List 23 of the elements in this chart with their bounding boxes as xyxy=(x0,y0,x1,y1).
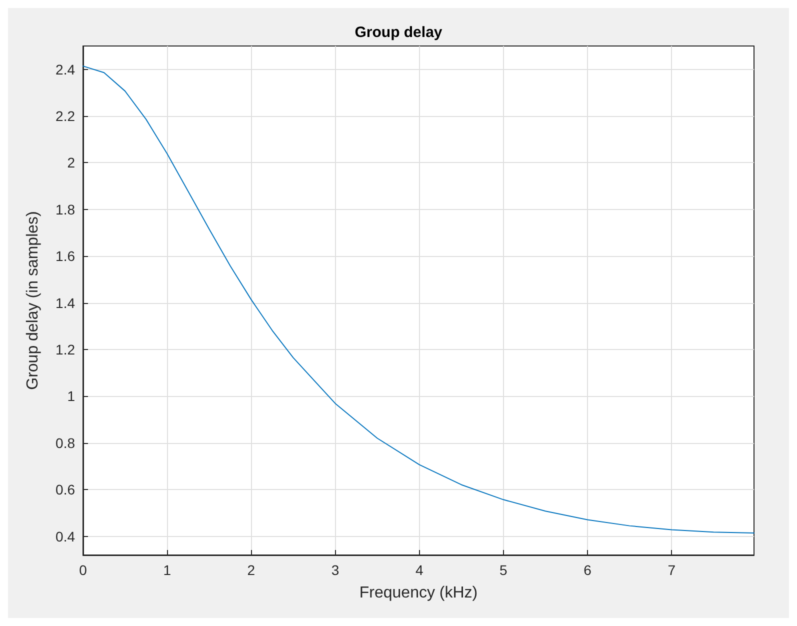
y-tick-label: 0.6 xyxy=(56,482,76,498)
y-tick-label: 1.2 xyxy=(56,342,76,358)
x-tick-label: 4 xyxy=(415,562,424,578)
x-tick-label: 0 xyxy=(79,562,88,578)
x-tick-label: 2 xyxy=(247,562,256,578)
x-tick-label: 3 xyxy=(331,562,340,578)
chart-title: Group delay xyxy=(354,24,443,41)
x-tick-label: 7 xyxy=(668,562,676,578)
y-tick-label: 1.8 xyxy=(56,201,76,218)
y-tick-label: 1 xyxy=(67,388,76,404)
y-tick-label: 2.4 xyxy=(56,61,76,78)
y-axis-title: Group delay (in samples) xyxy=(24,211,42,390)
y-tick-label: 1.6 xyxy=(56,248,76,264)
x-tick-label: 5 xyxy=(500,562,508,578)
line-series xyxy=(82,66,754,534)
y-tick-label: 0.4 xyxy=(56,528,76,544)
y-tick-label: 2 xyxy=(67,154,76,171)
x-axis-title: Frequency (kHz) xyxy=(359,584,478,602)
x-tick-label: 6 xyxy=(584,562,592,578)
y-tick-label: 0.8 xyxy=(56,434,76,451)
x-tick-label: 1 xyxy=(163,562,172,578)
y-tick-label: 1.4 xyxy=(56,294,76,311)
y-tick-label: 2.2 xyxy=(56,108,76,124)
